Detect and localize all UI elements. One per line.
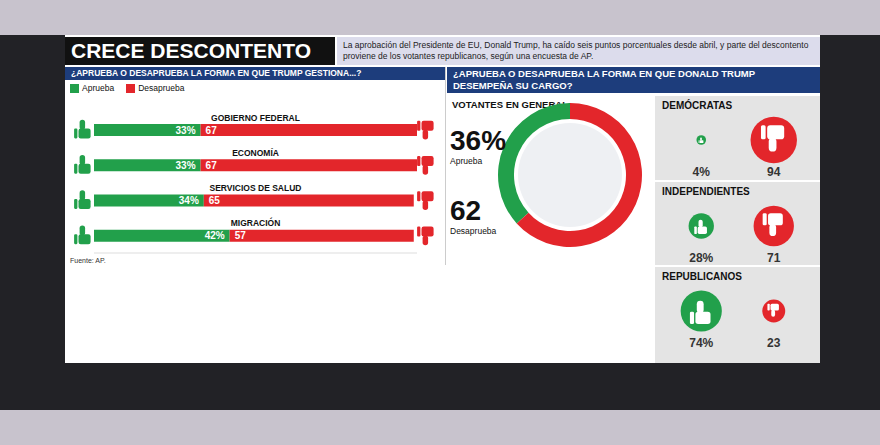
html-text:¿APRUEBA O DESAPRUEBA LA FORMA: ¿APRUEBA O DESAPRUEBA LA FORMA EN QUE DO… <box>453 68 756 91</box>
html-text:CRECE DESCONTENTO: CRECE DESCONTENTO <box>71 39 311 62</box>
html-text:REPUBLICANOS: REPUBLICANOS <box>662 271 742 282</box>
svg-text:GOBIERNO FEDERAL: GOBIERNO FEDERAL <box>211 113 300 123</box>
svg-text:28%: 28% <box>689 251 713 265</box>
svg-text:71: 71 <box>767 251 781 265</box>
svg-text:ECONOMÍA: ECONOMÍA <box>232 148 279 158</box>
html-text:36%: 36% <box>450 125 506 156</box>
html-text:Aprueba: Aprueba <box>82 83 115 93</box>
html-text:Desaprueba: Desaprueba <box>138 83 185 93</box>
svg-text:33%: 33% <box>176 160 196 171</box>
svg-text:33%: 33% <box>176 125 196 136</box>
html-text:DEMÓCRATAS: DEMÓCRATAS <box>662 100 733 111</box>
svg-text:67: 67 <box>206 160 218 171</box>
html-text:¿APRUEBA O DESAPRUEBA LA FORMA: ¿APRUEBA O DESAPRUEBA LA FORMA EN QUE TR… <box>71 68 362 78</box>
svg-text:4%: 4% <box>693 165 711 179</box>
svg-text:57: 57 <box>235 230 247 241</box>
html-text:INDEPENDIENTES: INDEPENDIENTES <box>662 186 750 197</box>
svg-text:94: 94 <box>767 165 781 179</box>
svg-text:67: 67 <box>206 125 218 136</box>
html-text:62: 62 <box>450 195 482 226</box>
html-text:Fuente: AP.: Fuente: AP. <box>70 257 106 264</box>
svg-text:42%: 42% <box>205 230 225 241</box>
svg-text:MIGRACIÓN: MIGRACIÓN <box>231 217 281 228</box>
html-text:La aprobación del Presidente d: La aprobación del Presidente de EU, Dona… <box>343 40 809 61</box>
svg-text:34%: 34% <box>179 195 199 206</box>
svg-text:74%: 74% <box>689 336 713 350</box>
svg-text:23: 23 <box>767 336 781 350</box>
html-text:Aprueba: Aprueba <box>450 156 483 166</box>
svg-text:65: 65 <box>209 195 221 206</box>
html-text:Desaprueba: Desaprueba <box>450 226 497 236</box>
svg-text:SERVICIOS DE SALUD: SERVICIOS DE SALUD <box>210 183 302 193</box>
html-text:VOTANTES EN GENERAL:: VOTANTES EN GENERAL: <box>452 99 572 110</box>
